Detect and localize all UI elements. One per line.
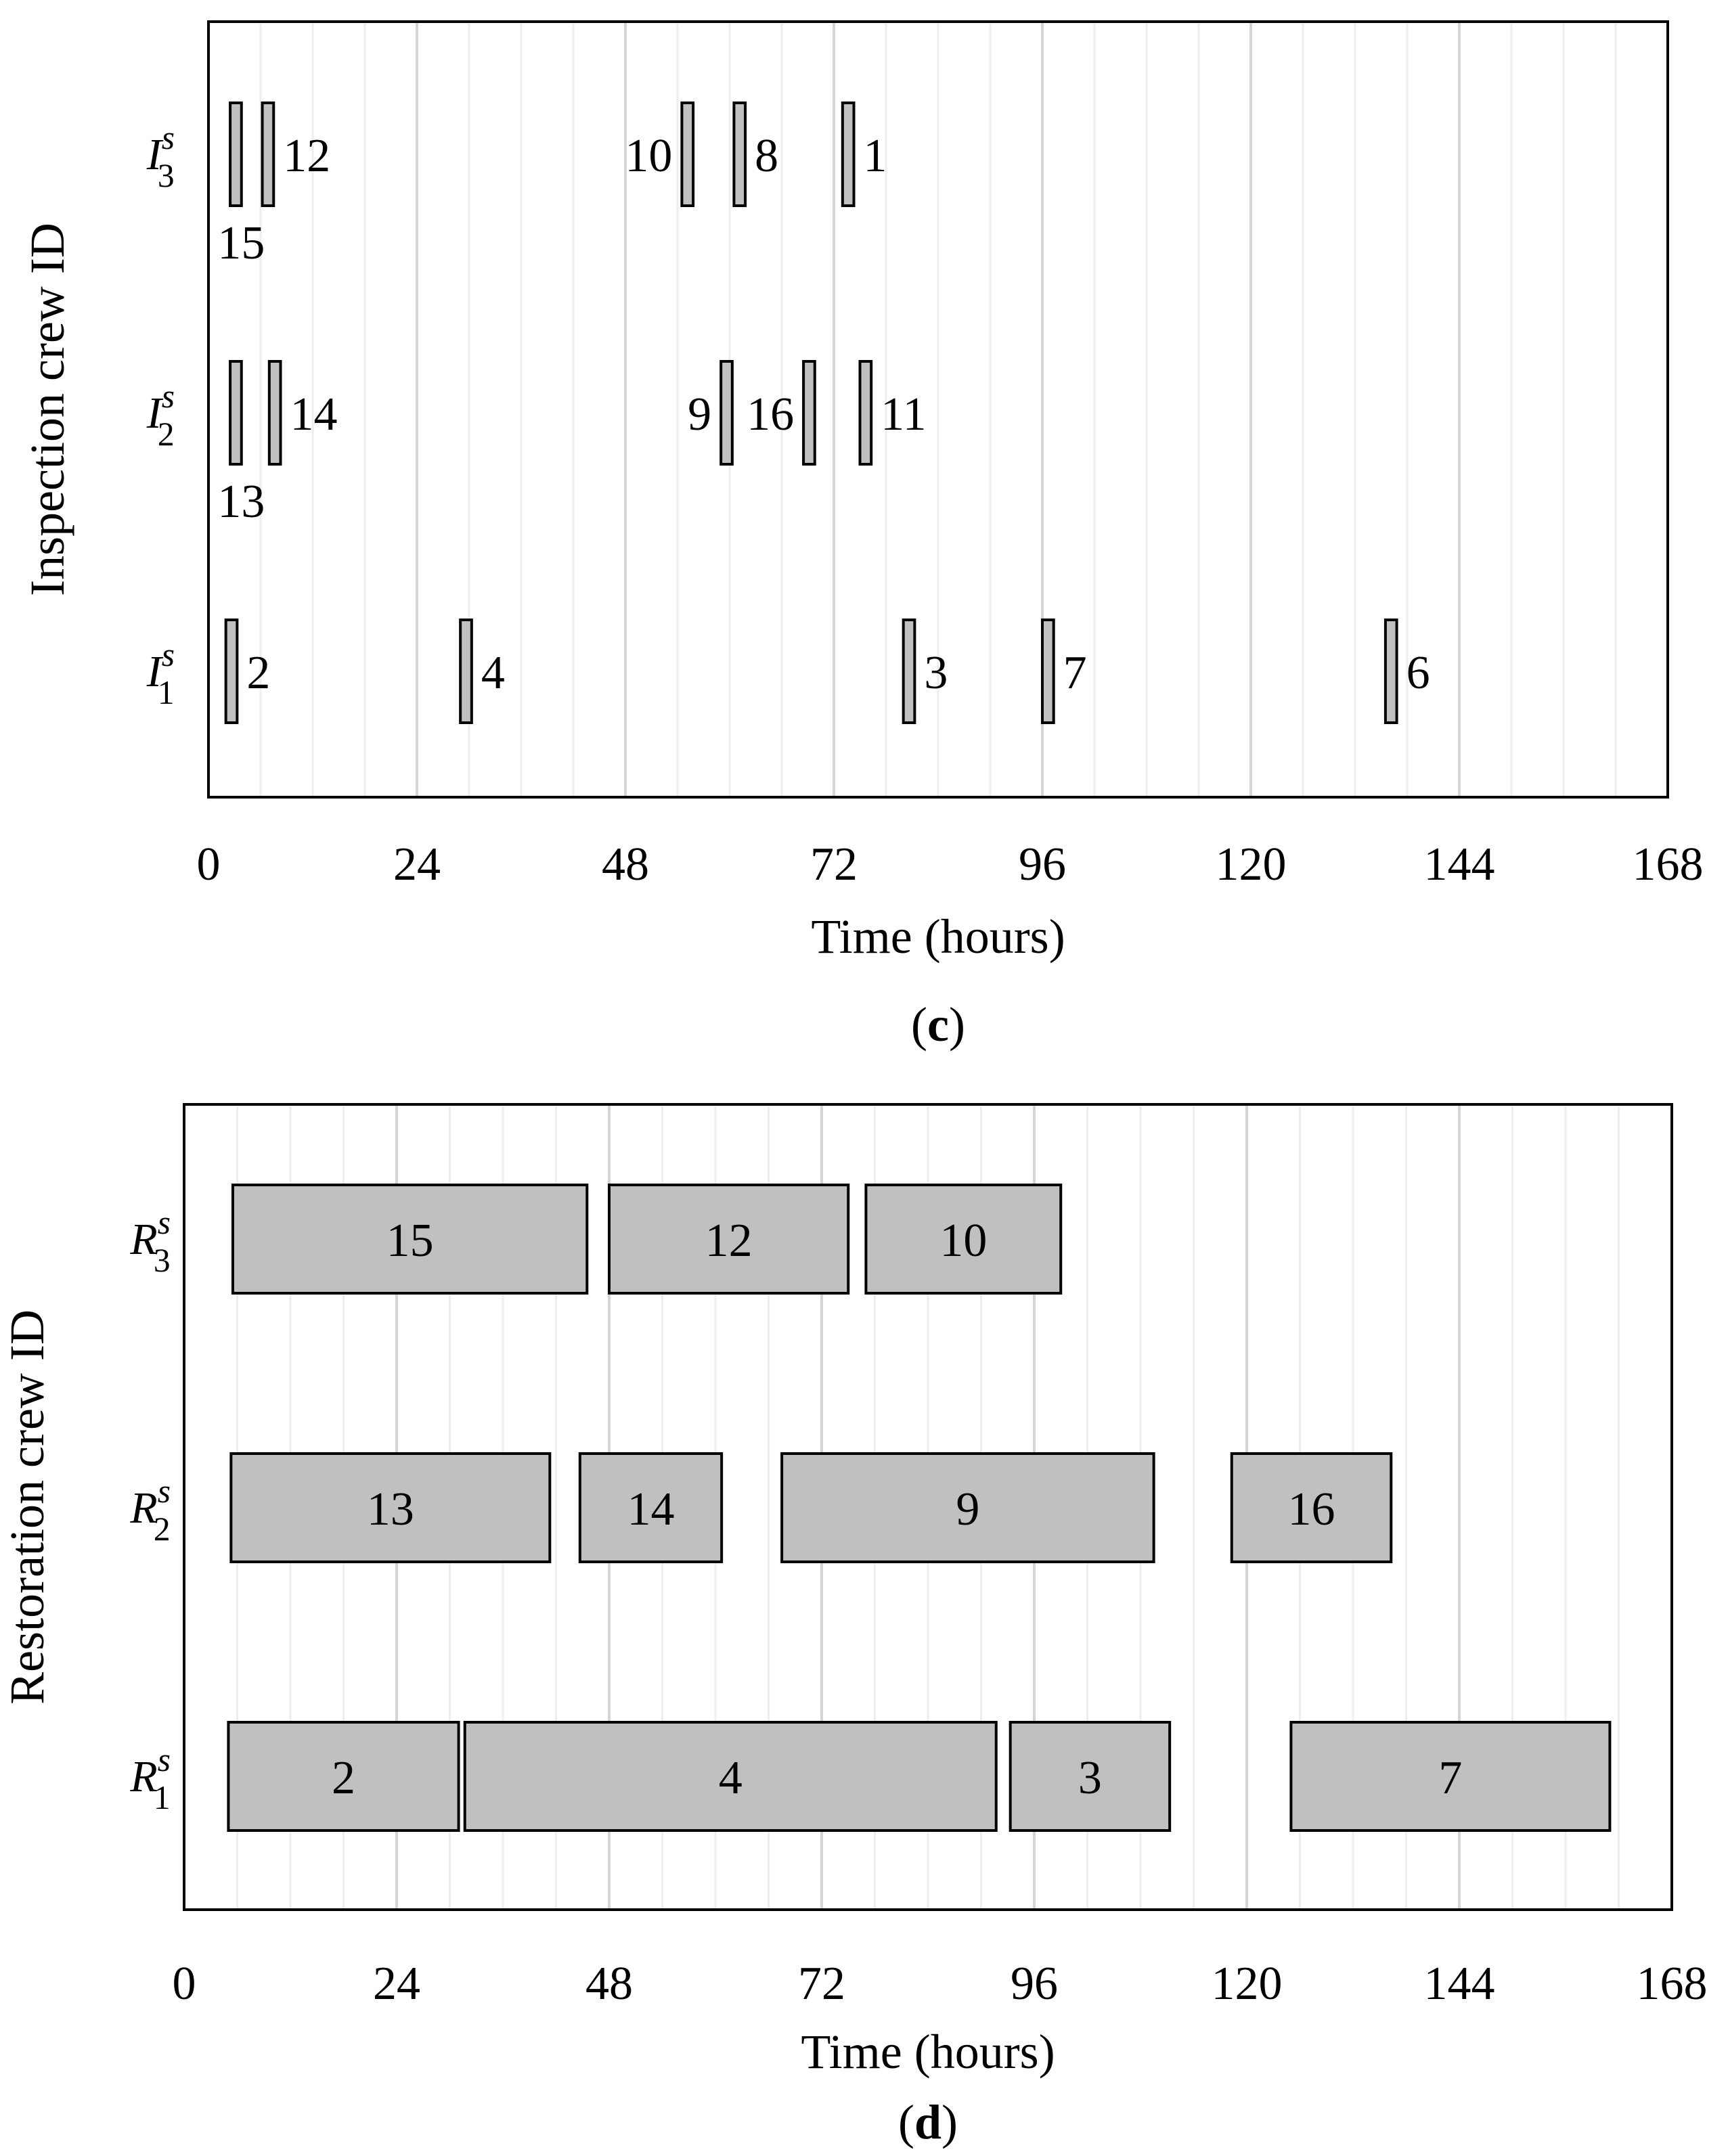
- task-label: 4: [481, 647, 505, 699]
- task-bar: [902, 619, 916, 724]
- x-tick-label: 72: [810, 838, 858, 891]
- x-tick-label: 48: [602, 838, 649, 891]
- x-tick-label: 0: [173, 1958, 196, 2010]
- task-label: 4: [719, 1752, 743, 1804]
- task-bar: [463, 1721, 998, 1832]
- task-bar: [578, 1452, 724, 1563]
- task-label: 7: [1063, 647, 1087, 699]
- task-bar: [224, 619, 239, 724]
- x-tick-label: 48: [585, 1958, 633, 2010]
- task-label: 3: [1078, 1752, 1102, 1804]
- task-label: 8: [755, 130, 778, 182]
- crew-id-label: Rs 2: [129, 1473, 171, 1548]
- task-bar: [1383, 619, 1398, 724]
- crew-id-label: Is 1: [146, 636, 175, 711]
- task-label: 9: [688, 388, 711, 441]
- x-tick-label: 0: [197, 838, 221, 891]
- task-bar: [229, 1452, 552, 1563]
- task-label: 10: [625, 130, 672, 182]
- task-label: 2: [332, 1752, 355, 1804]
- task-bar: [802, 360, 816, 466]
- task-bar: [231, 1184, 589, 1295]
- task-label: 10: [939, 1215, 987, 1267]
- task-bar: [1041, 619, 1055, 724]
- panel-label: (d): [898, 2095, 958, 2149]
- task-bar: [459, 619, 473, 724]
- task-bar: [1289, 1721, 1612, 1832]
- task-bar: [841, 102, 856, 207]
- x-tick-label: 168: [1637, 1958, 1708, 2010]
- x-tick-label: 24: [393, 838, 441, 891]
- task-bar: [1230, 1452, 1393, 1563]
- task-bar: [261, 102, 275, 207]
- task-label: 3: [924, 647, 948, 699]
- plot-frame: [207, 20, 1669, 799]
- y-axis-title: Inspection crew ID: [20, 223, 74, 596]
- x-axis-title: Time (hours): [801, 2025, 1055, 2079]
- task-label: 12: [705, 1215, 753, 1267]
- plot-frame: [183, 1103, 1673, 1911]
- task-bar: [1009, 1721, 1172, 1832]
- y-axis-title: Restoration crew ID: [0, 1309, 54, 1705]
- crew-id-label: Is 2: [146, 378, 175, 453]
- task-label: 1: [864, 130, 887, 182]
- task-bar: [229, 102, 243, 207]
- task-label: 11: [881, 388, 926, 441]
- task-label: 15: [217, 217, 265, 269]
- x-tick-label: 72: [798, 1958, 845, 2010]
- crew-id-label: Rs 3: [129, 1204, 171, 1279]
- x-tick-label: 144: [1424, 1958, 1495, 2010]
- x-tick-label: 96: [1019, 838, 1066, 891]
- task-label: 13: [217, 476, 265, 528]
- task-bar: [719, 360, 734, 466]
- task-bar: [680, 102, 695, 207]
- x-tick-label: 120: [1212, 1958, 1283, 2010]
- task-label: 16: [747, 388, 794, 441]
- task-label: 16: [1288, 1483, 1335, 1535]
- task-bar: [227, 1721, 460, 1832]
- task-bar: [267, 360, 282, 466]
- task-label: 14: [290, 388, 338, 441]
- x-axis-title: Time (hours): [811, 909, 1065, 964]
- task-label: 14: [627, 1483, 674, 1535]
- x-tick-label: 168: [1633, 838, 1704, 891]
- task-bar: [780, 1452, 1155, 1563]
- panel-label: (c): [911, 997, 965, 1052]
- x-tick-label: 120: [1216, 838, 1287, 891]
- task-bar: [229, 360, 243, 466]
- x-tick-label: 144: [1424, 838, 1495, 891]
- x-tick-label: 96: [1011, 1958, 1058, 2010]
- crew-id-label: Rs 1: [129, 1741, 171, 1816]
- task-bar: [858, 360, 873, 466]
- crew-id-label: Is 3: [146, 119, 175, 194]
- task-label: 9: [956, 1483, 979, 1535]
- task-label: 2: [246, 647, 270, 699]
- task-bar: [864, 1184, 1063, 1295]
- task-bar: [608, 1184, 850, 1295]
- task-bar: [732, 102, 747, 207]
- task-label: 7: [1438, 1752, 1462, 1804]
- task-label: 6: [1406, 647, 1430, 699]
- x-tick-label: 24: [373, 1958, 420, 2010]
- task-label: 13: [367, 1483, 414, 1535]
- task-label: 15: [386, 1215, 434, 1267]
- task-label: 12: [283, 130, 330, 182]
